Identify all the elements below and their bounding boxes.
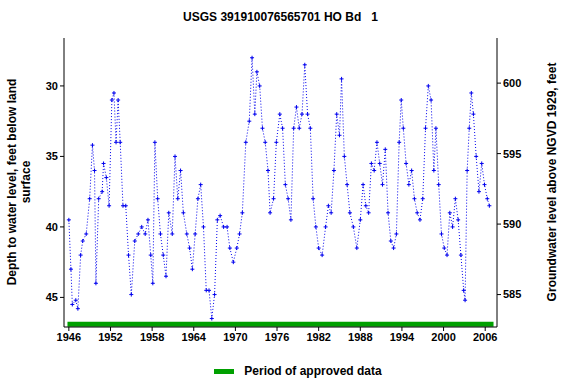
svg-text:1958: 1958 [140, 331, 164, 343]
html-text:USGS 391910076565701 HO Bd 1: USGS 391910076565701 HO Bd 1 [183, 10, 378, 24]
svg-text:surface: surface [19, 160, 33, 203]
html-text:Period of approved data: Period of approved data [244, 364, 382, 378]
svg-text:1952: 1952 [98, 331, 122, 343]
svg-text:600: 600 [503, 77, 521, 89]
svg-text:Groundwater level above NGVD 1: Groundwater level above NGVD 1929, feet [545, 63, 559, 302]
svg-text:Depth to water level, feet bel: Depth to water level, feet below land [8, 79, 19, 286]
svg-text:1964: 1964 [182, 331, 207, 343]
svg-text:1994: 1994 [390, 331, 415, 343]
svg-text:40: 40 [46, 221, 58, 233]
svg-text:1970: 1970 [223, 331, 247, 343]
svg-text:2000: 2000 [431, 331, 455, 343]
svg-text:590: 590 [503, 218, 521, 230]
svg-text:1982: 1982 [306, 331, 330, 343]
svg-text:595: 595 [503, 148, 521, 160]
svg-text:585: 585 [503, 288, 521, 300]
svg-text:30: 30 [46, 80, 58, 92]
svg-text:2006: 2006 [473, 331, 497, 343]
svg-text:1988: 1988 [348, 331, 372, 343]
svg-text:35: 35 [46, 150, 58, 162]
svg-text:1976: 1976 [265, 331, 289, 343]
svg-text:45: 45 [46, 291, 58, 303]
svg-text:1946: 1946 [57, 331, 81, 343]
